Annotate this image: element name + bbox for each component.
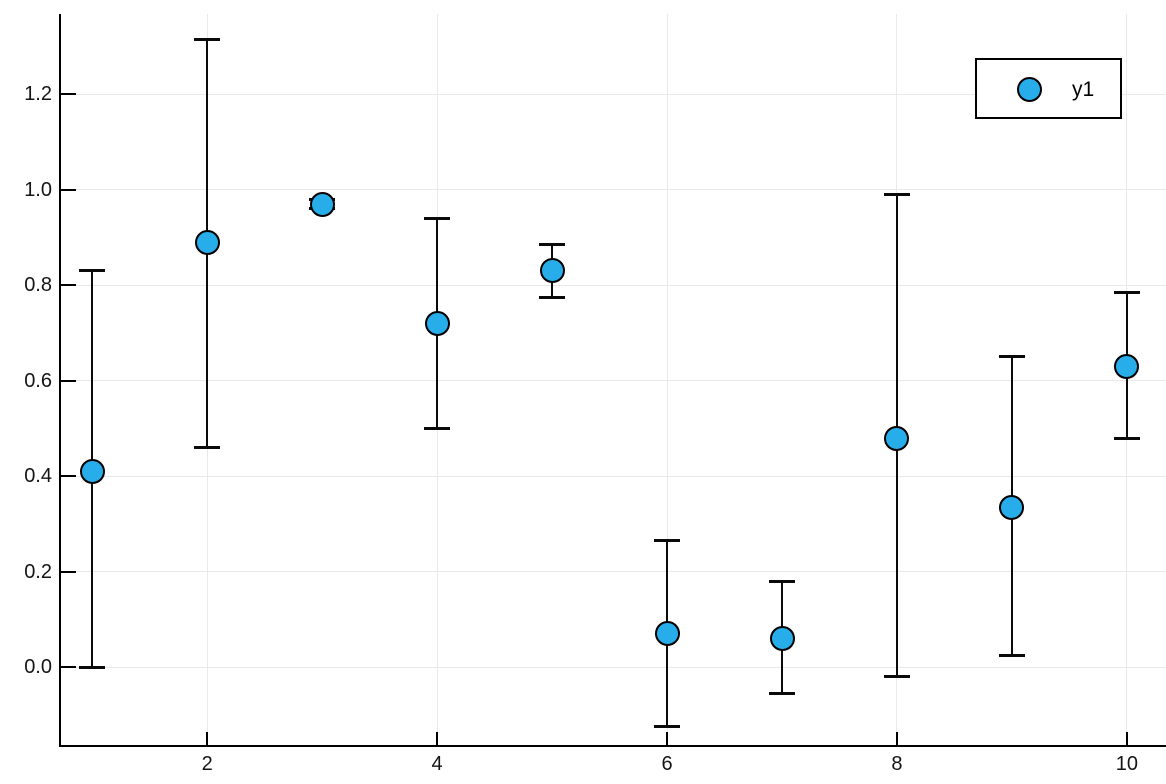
- grid-line-y: [60, 475, 1166, 477]
- data-point-marker: [884, 425, 910, 451]
- error-bar-cap-bottom: [1113, 436, 1140, 440]
- error-bar-cap-top: [79, 269, 106, 273]
- y-tick-mark: [60, 666, 76, 669]
- x-tick-label: 10: [1115, 753, 1139, 775]
- error-bar-cap-bottom: [424, 426, 451, 430]
- x-tick-mark: [436, 732, 439, 745]
- data-point-marker: [424, 310, 450, 336]
- data-point-marker: [654, 621, 680, 647]
- data-point-marker: [79, 458, 105, 484]
- error-bar-cap-bottom: [654, 725, 681, 729]
- data-point-marker: [769, 626, 795, 652]
- y-tick-label: 1.0: [24, 178, 52, 201]
- x-tick-label: 2: [201, 753, 213, 775]
- error-bar-cap-top: [194, 37, 221, 41]
- grid-line-y: [60, 666, 1166, 668]
- legend-marker-icon: [1017, 77, 1042, 102]
- x-tick-label: 4: [431, 753, 443, 775]
- y-tick-label: 0.8: [24, 274, 52, 297]
- error-bar-cap-top: [883, 192, 910, 196]
- x-tick-label: 8: [891, 753, 903, 775]
- error-bar-cap-top: [654, 539, 681, 543]
- y-tick-mark: [60, 379, 76, 382]
- y-tick-mark: [60, 188, 76, 191]
- error-bar-cap-top: [998, 355, 1025, 359]
- x-tick-label: 6: [661, 753, 673, 775]
- error-bar-cap-top: [424, 216, 451, 220]
- grid-line-y: [60, 571, 1166, 573]
- data-point-marker: [1114, 353, 1140, 379]
- y-tick-label: 0.2: [24, 560, 52, 583]
- y-tick-label: 0.6: [24, 369, 52, 392]
- x-tick-mark: [895, 732, 898, 745]
- error-bar-cap-bottom: [79, 665, 106, 669]
- grid-line-y: [60, 380, 1166, 382]
- y-tick-mark: [60, 570, 76, 573]
- y-tick-label: 0.4: [24, 465, 52, 488]
- grid-line-y: [60, 284, 1166, 286]
- error-bar-cap-bottom: [883, 675, 910, 679]
- x-tick-mark: [666, 732, 669, 745]
- x-axis-line: [59, 744, 1166, 747]
- error-bar-cap-bottom: [998, 653, 1025, 657]
- error-bar-cap-bottom: [769, 691, 795, 695]
- data-point-marker: [309, 191, 335, 217]
- grid-line-y: [60, 189, 1166, 191]
- x-tick-mark: [206, 732, 209, 745]
- y-tick-label: 0.0: [24, 656, 52, 679]
- y-tick-label: 1.2: [24, 83, 52, 106]
- error-bar-cap-top: [1113, 290, 1140, 294]
- data-point-marker: [999, 494, 1025, 520]
- grid-line-y: [60, 93, 1166, 95]
- y-tick-mark: [60, 475, 76, 478]
- data-point-marker: [539, 258, 565, 284]
- x-tick-mark: [1125, 732, 1128, 745]
- legend-box: y1: [975, 58, 1122, 119]
- error-bar-cap-top: [769, 579, 795, 583]
- data-point-marker: [194, 229, 220, 255]
- y-tick-mark: [60, 93, 76, 96]
- legend-entry-label: y1: [1072, 78, 1095, 101]
- error-bar-cap-top: [539, 243, 566, 247]
- error-bar-cap-bottom: [194, 446, 221, 450]
- y-tick-mark: [60, 284, 76, 287]
- grid-line-x: [666, 14, 668, 746]
- error-bar-cap-bottom: [539, 295, 566, 299]
